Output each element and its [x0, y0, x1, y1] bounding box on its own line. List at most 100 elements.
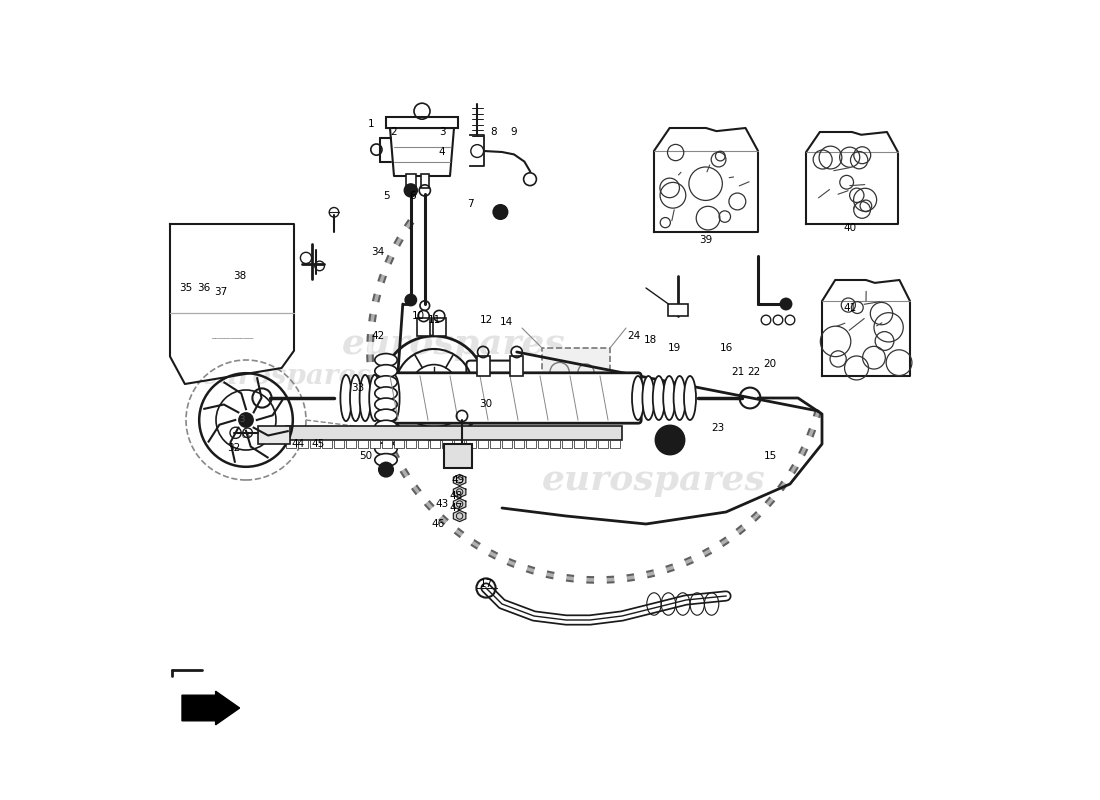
- Ellipse shape: [673, 376, 685, 420]
- FancyArrow shape: [182, 691, 240, 725]
- Circle shape: [780, 298, 792, 310]
- Ellipse shape: [350, 375, 361, 421]
- Text: eurospares: eurospares: [542, 463, 766, 497]
- Text: 7: 7: [466, 199, 473, 209]
- Ellipse shape: [375, 398, 397, 411]
- Bar: [502, 440, 512, 448]
- FancyBboxPatch shape: [378, 373, 641, 423]
- Ellipse shape: [652, 376, 664, 420]
- Bar: [598, 440, 607, 448]
- Text: 22: 22: [747, 367, 760, 377]
- Polygon shape: [453, 510, 465, 522]
- Bar: [454, 440, 463, 448]
- Text: 6: 6: [409, 191, 416, 201]
- Text: 23: 23: [712, 423, 725, 433]
- Text: 45: 45: [311, 439, 324, 449]
- Bar: [478, 440, 487, 448]
- Text: 34: 34: [372, 247, 385, 257]
- Bar: [669, 304, 688, 316]
- Bar: [298, 440, 308, 448]
- Circle shape: [378, 462, 393, 477]
- Text: 32: 32: [228, 443, 241, 453]
- Text: 37: 37: [213, 287, 227, 297]
- Circle shape: [656, 426, 684, 454]
- Text: 9: 9: [510, 127, 517, 137]
- Ellipse shape: [663, 376, 675, 420]
- Text: 36: 36: [197, 283, 210, 293]
- FancyBboxPatch shape: [466, 361, 521, 415]
- Polygon shape: [453, 498, 465, 510]
- Ellipse shape: [375, 442, 397, 455]
- Bar: [406, 440, 416, 448]
- Text: 46: 46: [431, 519, 444, 529]
- Bar: [346, 440, 355, 448]
- Bar: [406, 174, 416, 188]
- Bar: [286, 440, 296, 448]
- Bar: [586, 440, 595, 448]
- Bar: [334, 440, 343, 448]
- Text: 3: 3: [240, 415, 244, 425]
- Circle shape: [493, 205, 507, 219]
- Polygon shape: [822, 280, 910, 376]
- Ellipse shape: [642, 376, 654, 420]
- Bar: [526, 440, 536, 448]
- Bar: [394, 440, 404, 448]
- Ellipse shape: [375, 420, 397, 433]
- Text: 15: 15: [763, 451, 777, 461]
- Ellipse shape: [378, 375, 390, 421]
- Text: 4: 4: [439, 147, 446, 157]
- Bar: [310, 440, 320, 448]
- Circle shape: [405, 184, 417, 197]
- Bar: [258, 426, 290, 444]
- Text: C5: C5: [241, 433, 251, 439]
- Text: 48: 48: [449, 491, 462, 501]
- Circle shape: [239, 413, 253, 427]
- Text: 3: 3: [439, 127, 446, 137]
- Bar: [466, 440, 475, 448]
- Text: 5: 5: [383, 191, 389, 201]
- Ellipse shape: [375, 431, 397, 444]
- Text: 38: 38: [233, 271, 246, 281]
- Bar: [386, 117, 458, 128]
- Ellipse shape: [370, 375, 381, 421]
- Bar: [322, 440, 331, 448]
- Text: 39: 39: [700, 235, 713, 245]
- Polygon shape: [453, 486, 465, 498]
- Text: eurospares: eurospares: [200, 362, 372, 390]
- Bar: [418, 440, 428, 448]
- Text: 50: 50: [360, 451, 373, 461]
- Text: 11: 11: [428, 315, 441, 325]
- Polygon shape: [654, 128, 758, 232]
- Text: 44: 44: [292, 439, 305, 449]
- Bar: [382, 440, 392, 448]
- Bar: [432, 318, 446, 336]
- Bar: [562, 440, 572, 448]
- Ellipse shape: [684, 376, 696, 420]
- Ellipse shape: [388, 375, 399, 421]
- Text: 33: 33: [351, 383, 364, 393]
- Bar: [442, 440, 452, 448]
- Bar: [538, 440, 548, 448]
- Bar: [286, 426, 622, 440]
- Ellipse shape: [375, 454, 397, 466]
- Text: 49: 49: [451, 475, 464, 485]
- Text: 24: 24: [627, 331, 640, 341]
- Ellipse shape: [632, 376, 644, 420]
- Polygon shape: [390, 128, 454, 176]
- Text: 41: 41: [844, 303, 857, 313]
- Bar: [430, 440, 440, 448]
- Bar: [610, 440, 619, 448]
- Ellipse shape: [360, 375, 371, 421]
- Bar: [443, 444, 472, 468]
- Ellipse shape: [375, 409, 397, 422]
- Text: 18: 18: [644, 335, 657, 345]
- Bar: [510, 356, 524, 376]
- Text: 1: 1: [368, 119, 375, 129]
- Text: 42: 42: [372, 331, 385, 341]
- Text: 30: 30: [480, 399, 493, 409]
- Text: 17: 17: [480, 579, 493, 589]
- Text: 43: 43: [436, 499, 449, 509]
- Bar: [574, 440, 584, 448]
- Text: eurospares: eurospares: [342, 327, 565, 361]
- Text: 35: 35: [179, 283, 192, 293]
